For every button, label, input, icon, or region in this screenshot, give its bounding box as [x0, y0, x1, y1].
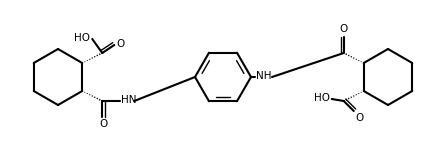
Text: O: O — [356, 113, 364, 123]
Text: NH: NH — [256, 71, 271, 81]
Text: O: O — [340, 24, 348, 34]
Text: O: O — [116, 39, 125, 49]
Text: HO: HO — [74, 33, 90, 43]
Text: O: O — [99, 119, 107, 129]
Text: HO: HO — [314, 93, 330, 103]
Text: HN: HN — [121, 95, 137, 105]
